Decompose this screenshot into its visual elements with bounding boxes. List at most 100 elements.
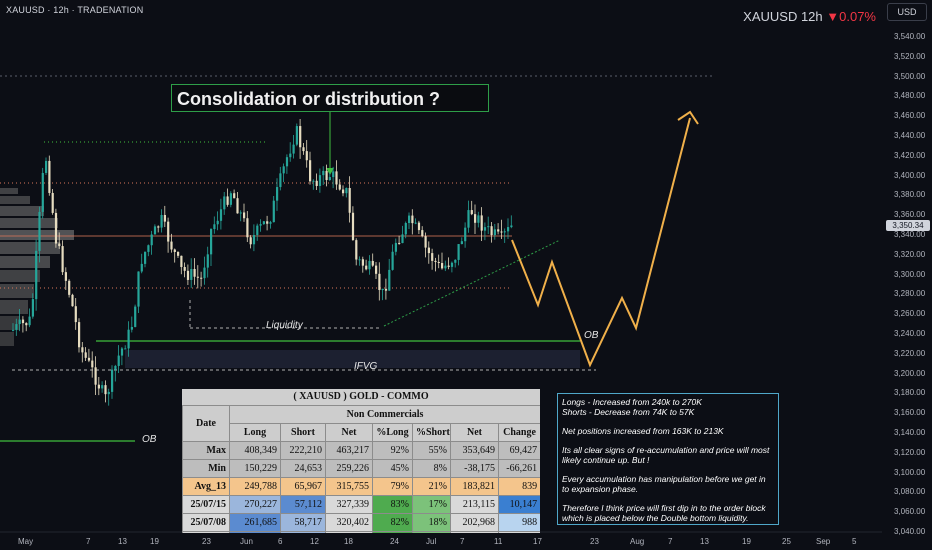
candle-body <box>424 236 427 248</box>
cot-table: Date Non Commercials Long Short Net %Long %S… <box>182 405 540 533</box>
candle-body <box>368 260 371 270</box>
candle-body <box>226 196 229 205</box>
candle-body <box>279 173 282 188</box>
price-axis[interactable] <box>882 0 932 550</box>
candle-body <box>246 218 249 238</box>
cot-row-label: 25/07/01 <box>182 531 230 533</box>
price-tick-label: 3,520.00 <box>894 51 926 61</box>
candle-body <box>249 237 252 245</box>
price-tick-label: 3,340.00 <box>894 230 926 239</box>
symbol-box: XAUUSD 12h ▼0.07% <box>743 9 876 24</box>
price-tick-label: 3,060.00 <box>894 507 926 517</box>
candle-body <box>94 367 97 385</box>
price-tick-label: 3,300.00 <box>894 269 926 279</box>
candle-body <box>338 184 341 190</box>
candle-body <box>68 280 71 295</box>
chart-header: XAUUSD · 12h · TRADENATION <box>6 5 144 15</box>
candle-body <box>117 355 120 366</box>
time-tick-label: 6 <box>278 537 283 546</box>
price-tick-label: 3,480.00 <box>894 91 926 101</box>
candle-body <box>144 251 147 264</box>
cot-row-label: Min <box>182 459 230 478</box>
candle-body <box>239 212 242 214</box>
candle-body <box>335 171 338 185</box>
price-tick-label: 3,280.00 <box>894 289 926 299</box>
cot-table-widget: ( XAUUSD ) GOLD - COMMO Date Non Commerc… <box>182 389 540 533</box>
time-tick-label: 7 <box>86 537 91 546</box>
currency-button[interactable]: USD <box>887 3 927 21</box>
change-percent: ▼0.07% <box>826 9 876 24</box>
candle-body <box>500 231 503 233</box>
price-tick-label: 3,040.00 <box>894 527 926 536</box>
candle-body <box>450 262 454 267</box>
candle-body <box>358 259 361 261</box>
consolidation-callout[interactable]: Consolidation or distribution ? <box>171 84 489 112</box>
cot-cell: 213,115 <box>450 495 499 514</box>
ob-label-left: OB <box>142 434 157 445</box>
cot-cell: 463,217 <box>325 441 373 460</box>
cot-cell: 18% <box>412 513 451 532</box>
time-tick-label: Sep <box>816 537 831 546</box>
cot-row-label: 25/07/08 <box>182 513 230 532</box>
candle-body <box>493 229 496 236</box>
price-tick-label: 3,400.00 <box>894 170 926 180</box>
candle-body <box>51 192 54 213</box>
price-tick-label: 3,440.00 <box>894 131 926 140</box>
candle-body <box>216 220 219 225</box>
candle-body <box>434 260 437 262</box>
candlesticks <box>12 118 513 406</box>
candle-body <box>183 267 186 271</box>
price-tick-label: 3,140.00 <box>894 428 926 437</box>
candle-body <box>266 221 269 224</box>
cot-cell: 327,339 <box>325 495 373 514</box>
candle-body <box>45 160 48 173</box>
candle-body <box>276 187 279 201</box>
cot-cell: 270,227 <box>229 495 281 514</box>
projection-path <box>511 117 691 368</box>
cot-cell: 17% <box>412 495 451 514</box>
candle-body <box>210 229 213 255</box>
cot-cell: 183,821 <box>450 477 499 496</box>
candle-body <box>332 171 335 178</box>
candle-body <box>114 365 117 370</box>
candle-body <box>417 222 421 231</box>
symbol-label: XAUUSD 12h <box>743 9 823 24</box>
time-tick-label: 17 <box>533 537 542 546</box>
candle-body <box>87 357 91 361</box>
cot-cell: 82% <box>372 513 413 532</box>
candle-body <box>84 352 87 358</box>
col-date: Date <box>182 405 230 442</box>
candle-body <box>391 251 394 270</box>
candle-body <box>25 323 28 326</box>
candle-body <box>272 200 275 223</box>
candle-body <box>401 234 404 244</box>
cot-cell: 259,226 <box>325 459 373 478</box>
cot-col-header: Net <box>325 423 373 442</box>
candle-body <box>309 160 312 182</box>
candle-body <box>460 241 463 245</box>
candle-body <box>91 360 94 368</box>
candle-body <box>394 242 397 252</box>
candle-body <box>81 347 84 353</box>
liquidity-label: Liquidity <box>266 320 303 331</box>
cot-cell: 58,717 <box>280 513 326 532</box>
candle-body <box>252 235 256 245</box>
candle-body <box>487 226 490 228</box>
candle-body <box>15 324 18 330</box>
candle-body <box>18 319 21 325</box>
price-tick-label: 3,220.00 <box>894 348 926 358</box>
group-header: Non Commercials <box>228 405 540 424</box>
time-tick-label: 24 <box>390 537 399 546</box>
candle-body <box>503 231 506 233</box>
time-tick-label: 7 <box>460 537 465 546</box>
candle-body <box>464 227 467 242</box>
cot-cell: 56,651 <box>280 531 326 533</box>
current-price-tag: 3,350.34 <box>886 220 930 231</box>
candle-body <box>289 153 292 158</box>
projection-arrowhead <box>677 110 699 125</box>
candle-body <box>292 144 295 154</box>
candle-body <box>97 384 100 389</box>
price-tick-label: 3,320.00 <box>894 249 926 259</box>
note-paragraph: Therefore I think price will first dip i… <box>562 503 766 523</box>
